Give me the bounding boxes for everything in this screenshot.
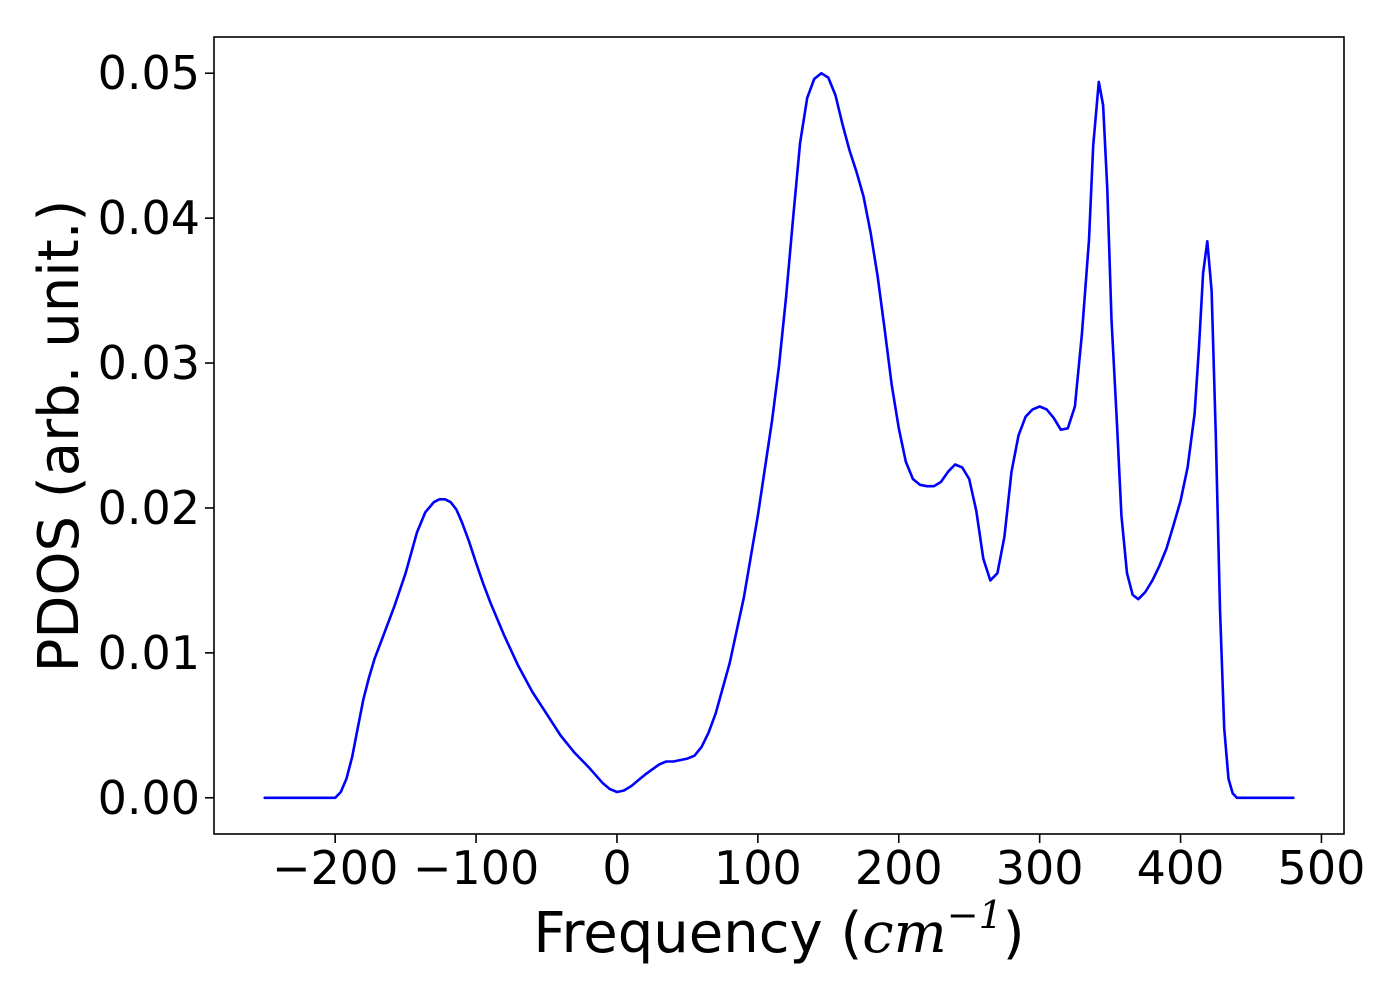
y-tick-label: 0.02 [98,481,200,535]
x-axis-label: Frequency (cm−1) [533,893,1024,966]
pdos-series-line [263,71,1295,800]
x-tick-label: 200 [855,841,943,895]
y-tick-label: 0.03 [98,336,200,390]
x-tick-label: 300 [996,841,1084,895]
axes-frame [213,36,1345,835]
x-tick-label: 0 [602,841,631,895]
series-layer [263,71,1295,800]
x-tick-label: 100 [714,841,802,895]
x-axis-label-exponent: −1 [947,893,1003,937]
x-axis-label-prefix: Frequency ( [533,901,862,966]
x-axis-label-suffix: ) [1003,901,1025,966]
x-axis-ticks: −200 −100 0 100 200 300 400 500 [272,834,1365,895]
y-tick-label: 0.04 [98,191,200,245]
y-tick-label: 0.05 [98,46,200,100]
plot-area [214,37,1344,834]
x-axis-label-unit: cm [862,901,946,966]
x-tick-label: −100 [413,841,539,895]
y-tick-label: 0.01 [98,626,200,680]
x-tick-label: 400 [1137,841,1225,895]
x-tick-label: 500 [1278,841,1366,895]
y-axis-label: PDOS (arb. unit.) [27,200,92,673]
y-axis-ticks: 0.00 0.01 0.02 0.03 0.04 0.05 [98,46,214,825]
x-tick-label: −200 [272,841,398,895]
y-tick-label: 0.00 [98,771,200,825]
